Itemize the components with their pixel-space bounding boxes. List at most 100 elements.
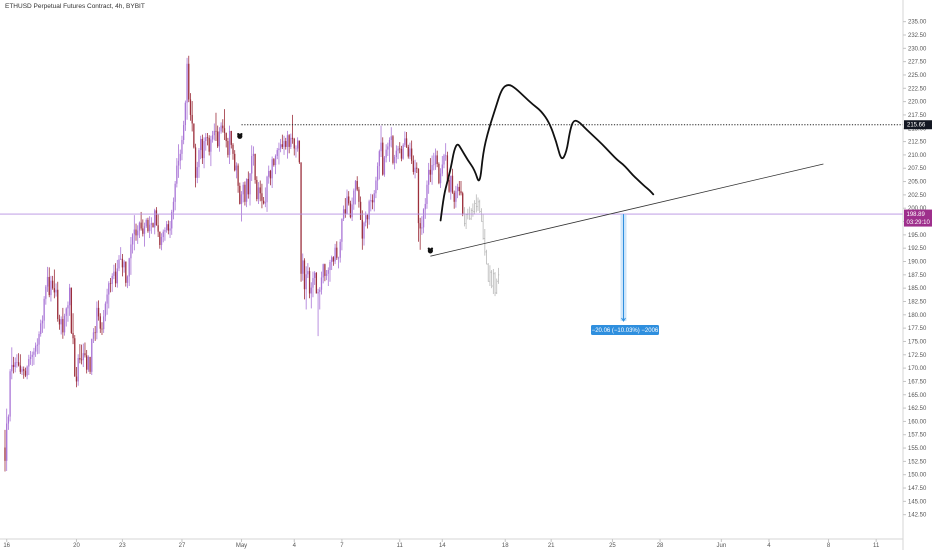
candle-down [201,138,204,159]
candle-up [395,150,397,158]
candle-down [121,258,124,268]
candle-up [123,261,125,268]
candle-down [293,138,295,149]
candle-up [397,148,399,151]
candle-down [58,319,61,325]
candle-up [433,164,435,166]
candle-up [177,160,180,166]
candle-down [300,162,302,274]
time-axis[interactable]: 16 20 23 27 May 4 7 11 14 18 21 25 28 Jun 4 8 11 [0,538,903,549]
candle-up [387,146,389,150]
candle-up [434,155,437,165]
candle-up [143,226,146,234]
current-price-tag [904,209,932,227]
price-tick-label: 165.00 [908,393,927,399]
candle-down [155,210,158,226]
drawing-layer[interactable]: −20.06 (−10.03%) −2006 [0,84,903,335]
candle-up [91,338,93,372]
candle-up [28,359,30,367]
candle-down [332,257,335,262]
candle-down [399,148,401,150]
candle-up [373,193,375,203]
candle-up [145,219,147,227]
price-tick-label: 152.50 [908,459,927,465]
candle-up [383,157,386,175]
chart-title: ETHUSD Perpetual Futures Contract, 4h, B… [5,3,145,10]
candle-down [223,128,226,134]
candle-up [106,294,108,304]
candle-down [227,141,229,155]
candle-up [283,141,285,147]
price-tick-label: 225.00 [908,73,927,79]
candle-up [116,268,118,284]
candle-up [370,200,372,202]
resistance-price-tag [904,120,932,130]
candle-up [130,244,132,259]
candle-up [174,183,176,202]
candle-up [390,136,392,140]
candle-up [428,169,430,185]
candle-up [278,148,280,151]
candle-down [308,271,311,294]
candle-up [354,181,357,191]
candle-up [33,351,35,355]
time-tick-label: 7 [340,543,344,549]
candle-down [303,260,306,290]
candle-up [120,258,122,260]
price-axis[interactable]: 235.00 232.50 230.00 227.50 225.00 222.50 220.… [902,0,932,550]
candle-up [45,286,47,299]
candle-up [77,357,79,382]
time-tick-label: May [236,543,247,549]
candle-up [196,167,198,178]
candle-down [239,185,241,204]
candle-up [165,224,168,231]
candle-up [252,153,255,156]
price-tick-label: 227.50 [908,60,927,66]
candle-up [341,218,343,242]
candle-down [273,159,275,166]
candle-up [50,280,52,296]
candle-down [230,130,232,145]
candle-down [53,288,55,293]
candle-down [411,148,413,161]
candle-up [297,140,299,149]
candle-down [84,353,86,356]
candle-down [451,175,454,193]
candle-up [251,155,253,174]
candle-down [419,223,421,229]
markers-layer [237,132,434,254]
candle-down [247,178,249,195]
time-tick-label: 16 [3,543,10,549]
candle-down [359,201,362,220]
candle-up [439,173,442,184]
candle-up [181,139,183,154]
candle-up [210,139,212,152]
candle-up [422,209,425,228]
measure-arrow-head [621,317,626,322]
time-tick-label: 4 [293,543,297,549]
candle-up [26,366,28,376]
price-tick-label: 200.00 [908,206,927,212]
candle-up [329,262,331,271]
price-tick-label: 172.50 [908,353,927,359]
candle-up [240,194,243,204]
candle-up [295,148,297,150]
candle-down [358,189,360,202]
time-tick-label: 25 [609,543,616,549]
price-tick-label: 207.50 [908,166,927,172]
candle-down [86,355,88,370]
neckline-trendline [430,163,824,257]
candle-down [99,316,101,329]
candle-down [407,146,409,157]
candle-up [409,148,411,157]
candle-down [269,170,272,179]
candle-down [194,147,197,178]
price-tick-label: 147.50 [908,486,927,492]
candle-down [400,149,403,159]
candle-down [438,163,440,184]
candle-up [131,234,134,245]
idea-marker-ear [240,132,243,136]
candle-down [142,228,144,234]
measure-label-box [591,324,659,335]
